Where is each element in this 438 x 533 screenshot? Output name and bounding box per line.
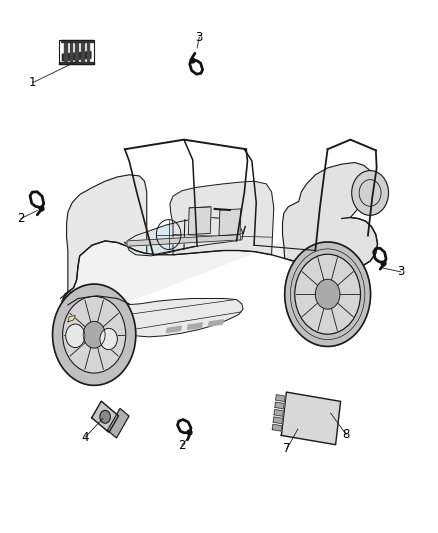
Polygon shape xyxy=(67,175,147,292)
Polygon shape xyxy=(273,417,283,424)
Polygon shape xyxy=(59,62,94,64)
Polygon shape xyxy=(61,217,378,325)
Polygon shape xyxy=(170,181,274,255)
Polygon shape xyxy=(75,345,112,350)
Text: 2: 2 xyxy=(17,212,25,225)
Polygon shape xyxy=(188,207,211,235)
Polygon shape xyxy=(87,42,89,61)
Polygon shape xyxy=(64,42,67,61)
Polygon shape xyxy=(75,42,78,61)
Polygon shape xyxy=(281,392,341,445)
Polygon shape xyxy=(76,339,111,344)
Polygon shape xyxy=(116,298,243,337)
Circle shape xyxy=(315,279,340,309)
Text: 8: 8 xyxy=(343,428,350,441)
Text: 1: 1 xyxy=(29,76,37,89)
Polygon shape xyxy=(92,401,119,432)
Circle shape xyxy=(66,324,85,348)
Polygon shape xyxy=(78,327,110,332)
Circle shape xyxy=(100,410,110,423)
Polygon shape xyxy=(272,424,282,431)
Text: 2: 2 xyxy=(178,439,186,451)
Text: 3: 3 xyxy=(196,31,203,44)
Polygon shape xyxy=(127,235,241,246)
Circle shape xyxy=(285,242,371,346)
Circle shape xyxy=(63,296,126,373)
Polygon shape xyxy=(60,40,93,43)
Text: 3: 3 xyxy=(397,265,404,278)
Polygon shape xyxy=(275,402,284,409)
Polygon shape xyxy=(68,316,75,322)
Polygon shape xyxy=(70,42,72,61)
Circle shape xyxy=(53,284,136,385)
Polygon shape xyxy=(62,52,91,61)
Circle shape xyxy=(352,171,389,215)
Polygon shape xyxy=(68,304,120,358)
Polygon shape xyxy=(72,313,114,353)
Circle shape xyxy=(100,328,117,350)
Circle shape xyxy=(83,321,105,348)
Text: 7: 7 xyxy=(283,442,291,455)
Polygon shape xyxy=(166,326,181,333)
Polygon shape xyxy=(276,395,285,401)
Polygon shape xyxy=(219,209,241,236)
Circle shape xyxy=(295,254,360,334)
Polygon shape xyxy=(283,163,378,269)
Polygon shape xyxy=(127,217,243,256)
Polygon shape xyxy=(274,409,283,416)
Polygon shape xyxy=(77,333,111,338)
Polygon shape xyxy=(78,321,110,326)
Polygon shape xyxy=(62,292,68,325)
Text: 4: 4 xyxy=(81,431,89,443)
Polygon shape xyxy=(79,316,110,320)
Polygon shape xyxy=(208,320,223,326)
Polygon shape xyxy=(187,323,202,329)
Polygon shape xyxy=(81,42,84,61)
Polygon shape xyxy=(107,408,129,438)
